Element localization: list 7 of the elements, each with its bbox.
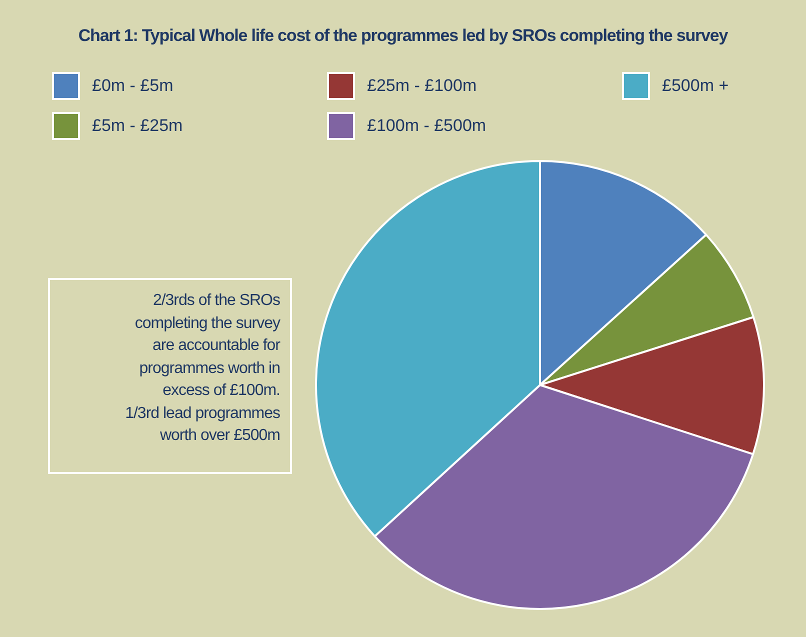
legend-label: £0m - £5m [92,76,174,96]
chart-title: Chart 1: Typical Whole life cost of the programmes led by SROs completing the survey [77,26,729,46]
legend-label: £100m - £500m [367,116,486,136]
text: 2/3rds of the SROs completing the survey are accountable for programmes worth in excess of £100m. 1/3rd lead programmes worth over £500m [48,278,292,474]
legend-label: £5m - £25m [92,116,183,136]
legend-label: £500m + [662,76,729,96]
legend-label: £25m - £100m [367,76,477,96]
